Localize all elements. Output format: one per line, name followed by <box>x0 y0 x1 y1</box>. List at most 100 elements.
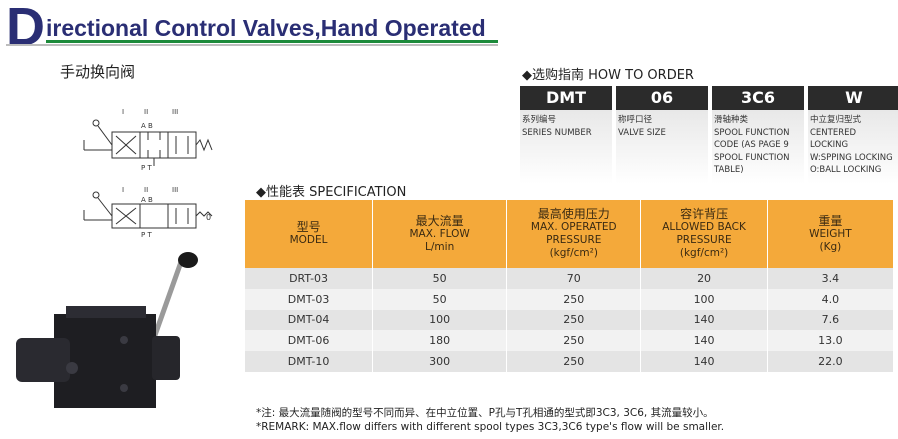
cell-flow: 300 <box>372 351 508 372</box>
position-label-1b: I <box>122 186 124 194</box>
cell-pressure: 250 <box>506 309 642 331</box>
cell-weight: 7.6 <box>767 309 893 331</box>
header-cn: 容许背压 <box>680 207 729 221</box>
order-desc-line: SPOOL FUNCTION <box>714 152 790 163</box>
remark-en: *REMARK: MAX.flow differs with different… <box>256 421 725 433</box>
col-header-flow: 最大流量 MAX. FLOW L/min <box>372 200 508 268</box>
cell-back-pressure: 140 <box>640 309 768 331</box>
cell-flow: 180 <box>372 330 508 352</box>
order-desc-line: LOCKING <box>810 140 849 150</box>
order-desc-line: 中立复归型式 <box>810 115 862 125</box>
header-cn: 重量 <box>818 213 843 228</box>
order-code-size: 06 <box>616 86 708 110</box>
valve-symbol-three-position: I II III A B P T <box>83 108 213 172</box>
header-en: L/min <box>425 240 455 253</box>
order-code-spool: 3C6 <box>712 86 804 110</box>
position-label-2: II <box>144 108 148 116</box>
cell-flow: 100 <box>372 309 508 331</box>
cell-pressure: 70 <box>506 268 642 289</box>
cell-weight: 22.0 <box>767 351 893 372</box>
order-desc-size: 称呼口径 VALVE SIZE <box>618 114 712 139</box>
header-en: MAX. FLOW <box>409 227 470 240</box>
port-label-pt: P T <box>141 164 152 172</box>
order-desc-line: 滑轴种类 <box>714 115 749 125</box>
valve-product-image <box>16 252 198 408</box>
header-cn: 最大流量 <box>415 213 464 228</box>
table-row: DMT-03 50 250 100 4.0 <box>245 288 893 310</box>
cell-back-pressure: 20 <box>640 268 768 289</box>
header-en: (kgf/cm²) <box>679 247 729 259</box>
header-en: MAX. OPERATED <box>530 221 617 233</box>
header-en: (kgf/cm²) <box>549 247 598 259</box>
header-en: PRESSURE <box>676 234 732 246</box>
cell-model: DMT-04 <box>245 309 374 331</box>
port-label-ab-2: A B <box>141 196 153 204</box>
cell-weight: 3.4 <box>767 268 893 289</box>
cell-flow: 50 <box>372 268 508 289</box>
table-row: DMT-10 300 250 140 22.0 <box>245 351 893 372</box>
port-label-ab: A B <box>141 122 153 130</box>
cell-pressure: 250 <box>506 330 642 352</box>
order-desc-line: SERIES NUMBER <box>522 127 592 138</box>
col-header-model: 型号 MODEL <box>245 200 374 268</box>
header-en: PRESSURE <box>546 234 602 246</box>
table-row: DRT-03 50 70 20 3.4 <box>245 268 893 289</box>
cell-model: DRT-03 <box>245 268 374 289</box>
title-divider <box>6 44 498 46</box>
col-header-pressure: 最高使用压力 MAX. OPERATED PRESSURE (kgf/cm²) <box>506 200 642 268</box>
title-underline <box>46 40 498 43</box>
order-desc-line: 系列编号 <box>522 115 557 125</box>
header-cn: 型号 <box>296 220 321 234</box>
order-desc-line: SPOOL FUNCTION <box>714 127 790 138</box>
cell-weight: 4.0 <box>767 288 893 310</box>
order-box-bg-4 <box>808 110 898 184</box>
order-desc-line: VALVE SIZE <box>618 127 666 138</box>
position-label-3: III <box>172 108 178 116</box>
table-row: DMT-04 100 250 140 7.6 <box>245 309 893 331</box>
order-desc-line: W:SPPING LOCKING <box>810 152 893 163</box>
remark-cn: *注: 最大流量随阀的型号不同而异、在中立位置、P孔与T孔相通的型式即3C3, … <box>256 407 714 419</box>
header-cn: 最高使用压力 <box>537 207 610 221</box>
port-label-pt-2: P T <box>141 231 152 239</box>
page-subtitle: 手动换向阀 <box>60 63 136 81</box>
order-desc-locking: 中立复归型式 CENTERED LOCKING W:SPPING LOCKING… <box>810 114 898 177</box>
col-header-weight: 重量 WEIGHT (Kg) <box>767 200 893 268</box>
order-desc-line: CODE (AS PAGE 9 <box>714 140 789 150</box>
order-desc-series: 系列编号 SERIES NUMBER <box>522 114 616 139</box>
page-title: irectional Control Valves,Hand Operated <box>46 15 486 41</box>
valve-symbol-detent: I II III A B P T 0 <box>83 186 213 239</box>
order-desc-line: TABLE) <box>714 165 744 175</box>
order-code-locking: W <box>808 86 898 110</box>
cell-model: DMT-03 <box>245 288 374 310</box>
order-box-bg-1 <box>520 110 612 184</box>
order-desc-spool: 滑轴种类 SPOOL FUNCTION CODE (AS PAGE 9 SPOO… <box>714 114 808 177</box>
spec-table: 型号 MODEL 最大流量 MAX. FLOW L/min 最高使用压力 MAX… <box>245 200 893 372</box>
table-row: DMT-06 180 250 140 13.0 <box>245 330 893 352</box>
position-label-2b: II <box>144 186 148 194</box>
position-label-1: I <box>122 108 124 116</box>
cell-back-pressure: 140 <box>640 330 768 352</box>
order-desc-line: 称呼口径 <box>618 115 653 125</box>
header-en: MODEL <box>289 234 328 246</box>
header-en: ALLOWED BACK <box>662 221 746 233</box>
order-box-bg-3 <box>712 110 804 184</box>
spec-header-row: 型号 MODEL 最大流量 MAX. FLOW L/min 最高使用压力 MAX… <box>245 200 893 268</box>
order-box-bg-2 <box>616 110 708 184</box>
cell-model: DMT-06 <box>245 330 374 352</box>
cell-pressure: 250 <box>506 351 642 372</box>
order-desc-line: CENTERED <box>810 127 857 138</box>
position-label-3b: III <box>172 186 178 194</box>
cell-back-pressure: 100 <box>640 288 768 310</box>
order-code-series: DMT <box>520 86 612 110</box>
spec-heading: ◆性能表 SPECIFICATION <box>256 185 407 200</box>
cell-back-pressure: 140 <box>640 351 768 372</box>
order-desc-line: O:BALL LOCKING <box>810 165 882 175</box>
order-heading: ◆选购指南 HOW TO ORDER <box>522 68 694 83</box>
col-header-back-pressure: 容许背压 ALLOWED BACK PRESSURE (kgf/cm²) <box>640 200 768 268</box>
cell-pressure: 250 <box>506 288 642 310</box>
cell-model: DMT-10 <box>245 351 374 372</box>
cell-weight: 13.0 <box>767 330 893 352</box>
detent-label: 0 <box>206 213 211 222</box>
header-en: WEIGHT <box>809 227 852 240</box>
cell-flow: 50 <box>372 288 508 310</box>
